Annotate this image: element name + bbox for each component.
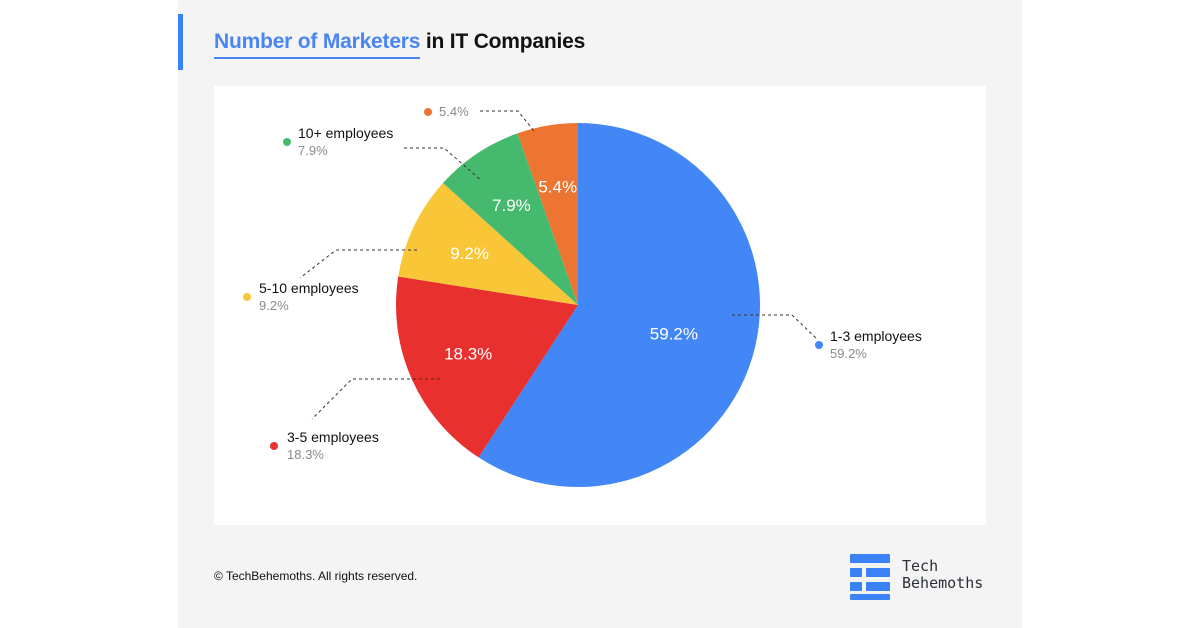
infographic-canvas: Number of Marketers in IT Companies 59.2… <box>178 0 1022 628</box>
brand-name: Tech Behemoths <box>902 558 983 592</box>
pie-slice <box>478 123 761 487</box>
slice-value-label: 7.9% <box>492 196 531 215</box>
callout-leader-line <box>299 249 417 279</box>
legend-value: 18.3% <box>287 447 324 462</box>
legend-value: 59.2% <box>830 346 867 361</box>
legend-label: 3-5 employees <box>287 429 379 445</box>
pie-slice <box>517 123 578 305</box>
tech-behemoths-logo-icon <box>850 554 890 600</box>
legend-dot <box>283 138 291 146</box>
slice-value-label: 18.3% <box>444 345 492 364</box>
legend-dot <box>243 293 251 301</box>
callout-leader-line <box>480 110 535 132</box>
pie-slice <box>395 276 578 458</box>
brand-block: Tech Behemoths <box>848 552 1018 604</box>
brand-line-1: Tech <box>902 557 939 575</box>
legend-label: 10+ employees <box>298 125 393 141</box>
title-highlight: Number of Marketers <box>214 30 420 59</box>
title-accent-bar <box>178 14 183 70</box>
pie-chart: 59.2% 18.3% 9.2% 7.9% 5.4% 1-3 employees 59.2… <box>243 104 922 487</box>
legend-value: 7.9% <box>298 143 328 158</box>
slice-value-label: 5.4% <box>538 178 577 197</box>
legend-value: 9.2% <box>259 298 289 313</box>
title-rest: in IT Companies <box>420 30 586 53</box>
slice-value-label: 59.2% <box>650 325 698 344</box>
legend-dot <box>815 341 823 349</box>
legend-value: 5.4% <box>439 104 469 119</box>
page-title: Number of Marketers in IT Companies <box>214 30 585 64</box>
slice-value-label: 9.2% <box>450 244 489 263</box>
legend-dot <box>270 442 278 450</box>
legend-label: 5-10 employees <box>259 280 359 296</box>
copyright-notice: © TechBehemoths. All rights reserved. <box>214 569 418 583</box>
pie-slice <box>398 182 578 305</box>
callout-leader-line <box>732 314 819 341</box>
chart-panel: 59.2% 18.3% 9.2% 7.9% 5.4% 1-3 employees 59.2… <box>214 86 986 525</box>
legend-dot <box>424 108 432 116</box>
pie-slice <box>443 133 578 305</box>
callout-leader-line <box>404 147 483 182</box>
brand-line-2: Behemoths <box>902 574 984 592</box>
legend-label: 1-3 employees <box>830 328 922 344</box>
